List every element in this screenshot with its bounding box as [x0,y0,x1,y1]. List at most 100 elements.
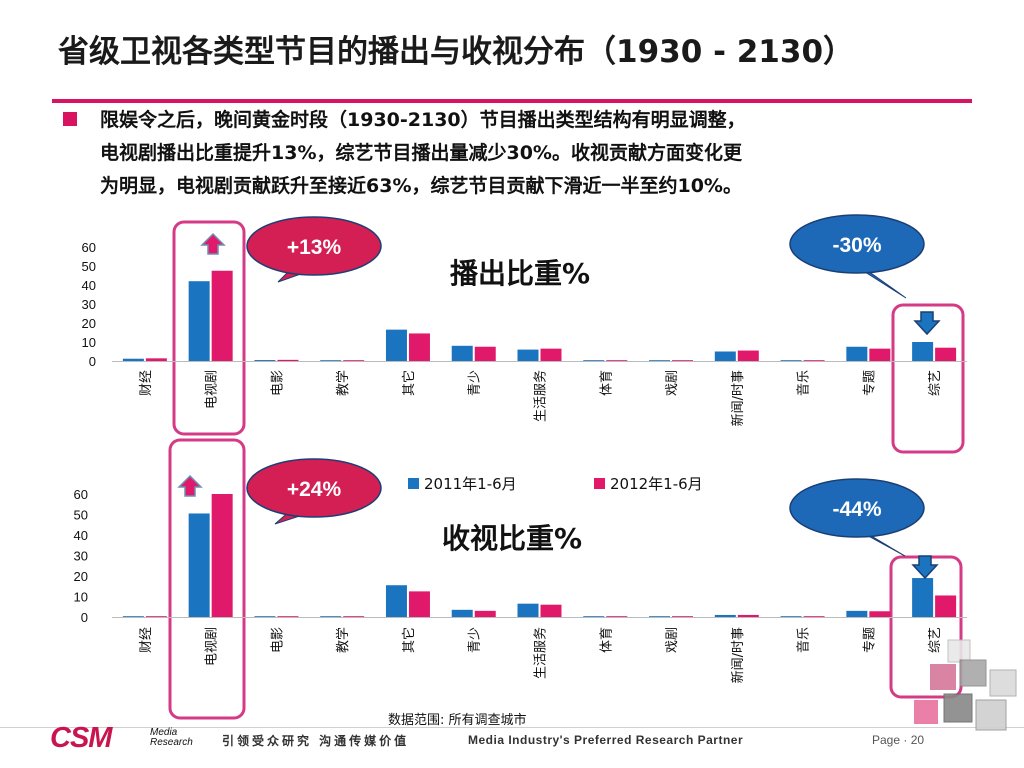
y-tick-label: 0 [89,354,96,369]
category-label: 其它 [401,370,417,396]
highlight-frame-2 [891,303,965,454]
bar-2012 [935,595,957,617]
annotation-text: +24% [287,478,342,501]
category-label: 电影 [270,370,285,396]
bar-2012 [803,616,825,617]
bar-2011 [649,616,671,617]
y-tick-label: 10 [82,335,96,350]
category-label: 专题 [862,627,877,653]
highlight-frame-1 [172,220,246,436]
bar-2012 [211,270,233,361]
bar-2011 [122,358,144,361]
bar-2011 [714,614,736,617]
chart-title: 播出比重% [450,257,590,290]
decorative-cubes-icon [914,639,1017,731]
category-label: 生活服务 [533,370,549,422]
bar-2012 [737,350,759,361]
bar-2011 [385,329,407,361]
chart-1: 0 10 20 30 40 50 60 财经 电视剧 电影 教学 其它 青少 生活服务 体育 戏剧 新闻/时事 音… [82,214,967,454]
bar-2012 [540,348,562,361]
bar-2012 [343,616,365,617]
bar-2011 [254,616,276,617]
bullet-text: 限娱令之后，晚间黄金时段（1930-2130）节目播出类型结构有明显调整， 电视… [100,104,980,203]
bar-2011 [254,360,276,361]
bar-2012 [869,348,891,361]
category-label: 新闻/时事 [730,370,746,426]
bar-2012 [606,360,628,361]
bar-2011 [517,603,539,617]
bar-2012 [474,610,496,617]
legend-entry: 2011年1-6月 [424,475,517,493]
bar-2011 [649,360,671,361]
bubble-body [246,216,382,276]
bar-2011 [517,349,539,361]
bar-2011 [714,351,736,361]
logo-sub-line-1: Media [150,727,178,738]
page-number: Page · 20 [872,733,925,747]
bar-2011 [451,609,473,617]
bar-2012 [277,616,299,617]
bar-2011 [385,585,407,617]
category-label: 电影 [270,627,285,653]
category-label: 财经 [139,370,154,396]
bar-2012 [803,360,825,361]
bar-2011 [912,578,934,617]
bar-2012 [145,616,167,617]
category-label: 教学 [335,370,351,396]
bullet-line-1: 限娱令之后，晚间黄金时段（1930-2130）节目播出类型结构有明显调整， [100,109,746,131]
bullet-line-3: 为明显，电视剧贡献跃升至接近63%，综艺节目贡献下滑近一半至约10%。 [100,175,742,197]
category-label: 生活服务 [533,627,549,679]
category-label: 青少 [468,627,483,653]
bar-2011 [320,360,342,361]
y-tick-label: 60 [82,240,96,255]
legend-swatch-2011 [408,478,419,489]
bar-2011 [188,513,210,617]
arrow-up-icon [200,232,226,255]
title-underline [52,99,972,103]
bubble-body [789,478,925,538]
y-tick-label: 30 [74,549,88,564]
y-tick-label: 10 [74,590,88,605]
annotation-text: -44% [832,498,881,521]
category-label: 青少 [468,370,483,396]
bar-2012 [672,616,694,617]
bar-2011 [451,345,473,361]
y-tick-label: 30 [82,297,96,312]
chart-title: 收视比重% [442,522,582,555]
annotation-bubble-1: +13% [246,216,382,283]
category-label: 其它 [401,627,417,653]
y-tick-label: 0 [81,610,88,625]
category-label: 戏剧 [665,627,680,653]
csm-logo: CSM [50,722,112,754]
bar-2011 [583,616,605,617]
y-tick-label: 50 [74,508,88,523]
chart-2: 0 10 20 30 40 50 60 财经 电视剧 电影 教学 其它 青少 生活服务 体育 戏剧 新闻/时事 音… [74,438,967,720]
bar-2011 [583,360,605,361]
bubble-body [789,214,925,274]
bar-2012 [145,358,167,361]
bar-2012 [606,616,628,617]
bar-2012 [737,614,759,617]
legend-swatch-2012 [594,478,605,489]
category-label: 财经 [139,627,154,653]
category-label: 专题 [862,370,877,396]
annotation-bubble-2: -44% [789,478,925,557]
y-tick-label: 20 [74,569,88,584]
category-label: 电视剧 [205,370,220,409]
footer-divider [0,727,1024,728]
bullet-square-icon [63,112,77,126]
bar-2012 [672,360,694,361]
bar-2012 [474,346,496,361]
bar-2012 [408,333,430,361]
bullet-line-2: 电视剧播出比重提升13%，综艺节目播出量减少30%。收视贡献方面变化更 [100,142,742,164]
category-label: 新闻/时事 [730,627,746,683]
category-label: 音乐 [796,370,812,396]
source-note: 数据范围: 所有调查城市 [388,713,527,728]
annotation-bubble-1: +24% [246,458,382,525]
annotation-text: -30% [832,234,881,257]
category-label: 体育 [598,627,614,653]
bar-2011 [122,616,144,617]
bar-2012 [343,360,365,361]
bar-2011 [780,616,802,617]
